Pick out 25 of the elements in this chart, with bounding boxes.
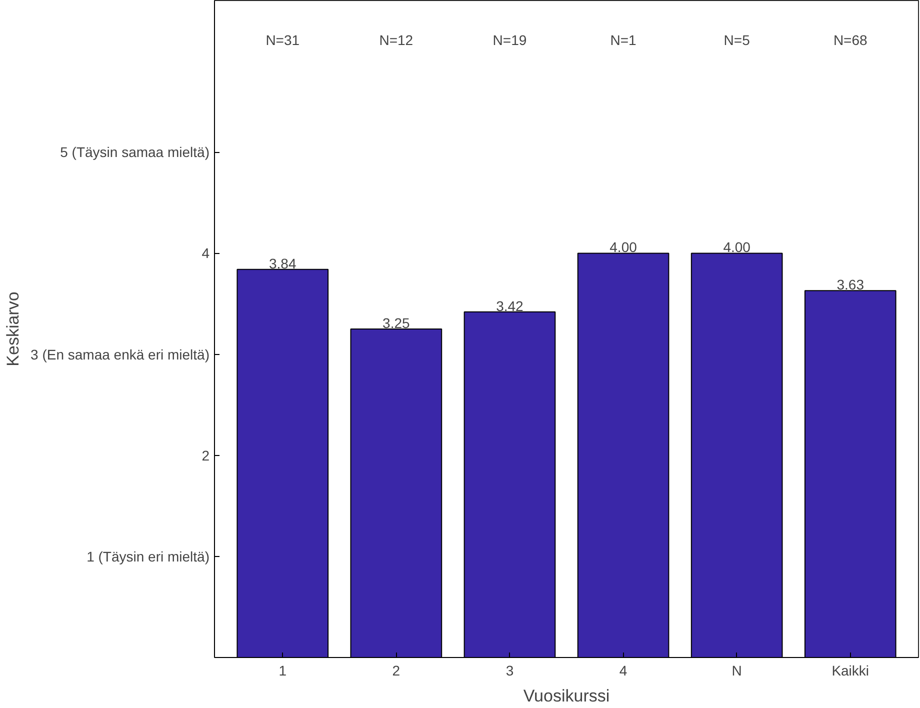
y-tick-label: 3 (En samaa enkä eri mieltä): [30, 346, 210, 362]
x-tick-label: 2: [392, 662, 400, 678]
data-label: 4.00: [723, 239, 751, 256]
y-tick-label: 4: [202, 245, 210, 262]
data-label: 3.25: [382, 315, 410, 331]
annotation: N=31: [266, 32, 300, 48]
annotation: N=1: [610, 32, 637, 48]
annotation: N=68: [833, 32, 868, 48]
y-tick-label: 1 (Täysin eri mieltä): [86, 548, 210, 564]
annotation: N=19: [492, 32, 527, 48]
x-tick-label: N: [732, 662, 742, 678]
data-label: 3.63: [836, 276, 864, 293]
x-axis-title: Vuosikurssi: [523, 686, 610, 706]
data-label: 3.84: [269, 255, 296, 272]
y-axis-title: Keskiarvo: [4, 292, 23, 366]
annotation: N=5: [724, 32, 750, 48]
x-tick-label: 4: [619, 662, 628, 678]
x-tick-label: 3: [506, 662, 514, 678]
annotation: N=12: [379, 32, 414, 48]
y-tick-label: 2: [202, 447, 210, 464]
data-label: 4.00: [610, 239, 638, 256]
data-label: 3.42: [496, 298, 524, 314]
x-tick-label: Kaikki: [832, 662, 870, 678]
x-tick-label: 1: [278, 662, 287, 678]
y-tick-label: 5 (Täysin samaa mieltä): [60, 144, 210, 160]
